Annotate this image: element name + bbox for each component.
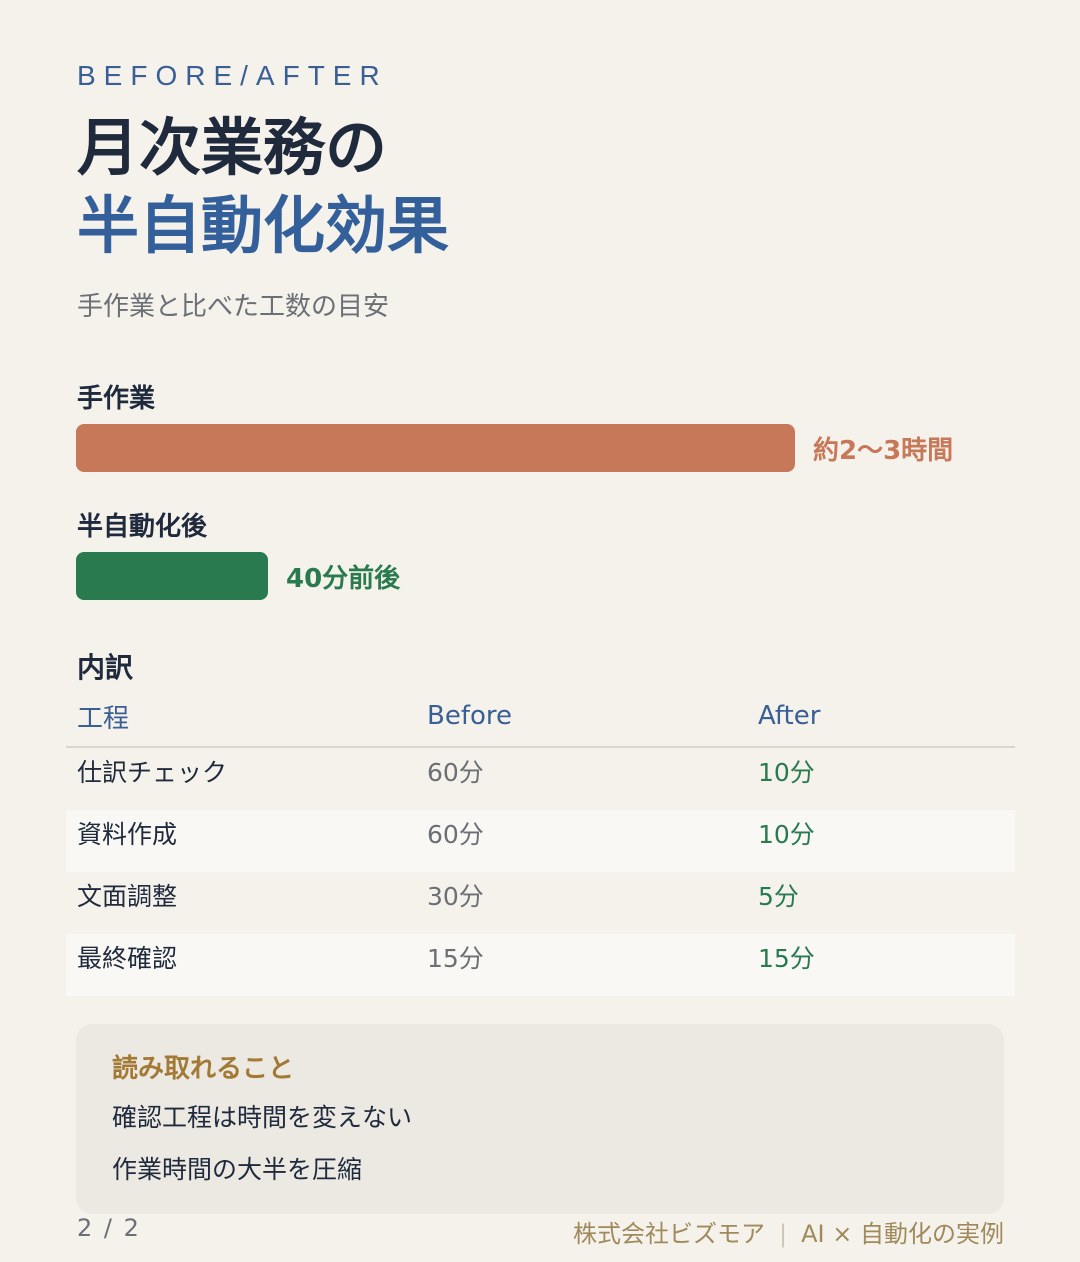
insight-item: 作業時間の大半を圧縮 — [112, 1155, 363, 1184]
table-row: 資料作成 60分 10分 — [66, 810, 1015, 872]
bar-value-manual: 約2〜3時間 — [813, 436, 954, 466]
table-row: 文面調整 30分 5分 — [66, 872, 1015, 934]
header-step: 工程 — [66, 686, 416, 748]
insight-box: 読み取れること 確認工程は時間を変えない 作業時間の大半を圧縮 — [76, 1024, 1004, 1214]
cell-after: 10分 — [758, 758, 815, 787]
insight-title: 読み取れること — [112, 1054, 295, 1084]
page-subtitle: 手作業と比べた工数の目安 — [77, 292, 390, 322]
table-row: 仕訳チェック 60分 10分 — [66, 747, 1015, 810]
breakdown-table: 工程 Before After 仕訳チェック 60分 10分 資料作成 60分 … — [66, 686, 1015, 996]
cell-after: 10分 — [747, 810, 1015, 872]
cell-before: 30分 — [427, 882, 484, 911]
bar-auto — [76, 552, 268, 600]
cell-step: 資料作成 — [66, 810, 416, 872]
cell-before: 15分 — [416, 934, 747, 996]
cell-after: 15分 — [747, 934, 1015, 996]
footer-credit: 株式会社ビズモア | AI × 自動化の実例 — [573, 1214, 1004, 1249]
footer-separator: | — [779, 1220, 788, 1248]
table-row: 最終確認 15分 15分 — [66, 934, 1015, 996]
page-number: 2 / 2 — [77, 1214, 141, 1242]
company-name: 株式会社ビズモア — [573, 1220, 766, 1248]
header-before: Before — [416, 686, 747, 748]
header-after: After — [747, 686, 1015, 748]
cell-step: 文面調整 — [77, 882, 178, 911]
cell-before: 60分 — [427, 758, 484, 787]
bar-label-auto: 半自動化後 — [77, 512, 208, 542]
cell-before: 60分 — [416, 810, 747, 872]
bar-manual — [76, 424, 795, 472]
page-title-line2: 半自動化効果 — [77, 189, 450, 262]
bar-label-manual: 手作業 — [77, 384, 156, 414]
cell-after: 5分 — [758, 882, 799, 911]
bar-value-auto: 40分前後 — [286, 564, 401, 594]
series-name: AI × 自動化の実例 — [801, 1220, 1004, 1248]
cell-step: 仕訳チェック — [77, 758, 228, 787]
insight-item: 確認工程は時間を変えない — [112, 1103, 413, 1132]
cell-step: 最終確認 — [66, 934, 416, 996]
page-title-line1: 月次業務の — [77, 111, 388, 184]
breakdown-title: 内訳 — [77, 651, 134, 684]
eyebrow-label: BEFORE/AFTER — [77, 60, 388, 91]
table-header-row: 工程 Before After — [66, 686, 1015, 748]
